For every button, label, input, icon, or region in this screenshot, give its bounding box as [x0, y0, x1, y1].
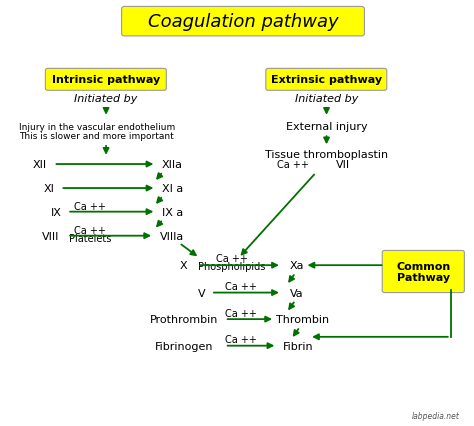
Text: XII: XII — [33, 160, 47, 170]
Text: Common
Pathway: Common Pathway — [396, 261, 450, 282]
Text: Fibrin: Fibrin — [283, 341, 313, 351]
Text: VIIIa: VIIIa — [160, 231, 184, 241]
Text: Initiated by: Initiated by — [74, 94, 138, 104]
Text: Ca ++: Ca ++ — [225, 334, 256, 345]
Text: Ca ++: Ca ++ — [277, 159, 309, 169]
Text: IX a: IX a — [162, 207, 183, 217]
FancyBboxPatch shape — [266, 69, 387, 91]
Text: Extrinsic pathway: Extrinsic pathway — [271, 75, 382, 85]
Text: XI: XI — [44, 184, 55, 193]
Text: Thrombin: Thrombin — [276, 314, 329, 324]
Text: Ca ++: Ca ++ — [225, 282, 256, 291]
FancyBboxPatch shape — [382, 251, 465, 293]
Text: Platelets: Platelets — [69, 233, 111, 243]
Text: XI a: XI a — [162, 184, 183, 193]
Text: Tissue thromboplastin: Tissue thromboplastin — [265, 150, 388, 160]
Text: This is slower and more important: This is slower and more important — [19, 132, 174, 141]
Text: VII: VII — [337, 159, 350, 169]
Text: Intrinsic pathway: Intrinsic pathway — [52, 75, 160, 85]
Text: Initiated by: Initiated by — [295, 94, 358, 104]
Text: V: V — [198, 288, 206, 298]
Text: Xa: Xa — [290, 261, 304, 271]
Text: Ca ++: Ca ++ — [74, 226, 106, 236]
Text: Ca ++: Ca ++ — [216, 253, 247, 263]
Text: XIIa: XIIa — [162, 160, 183, 170]
Text: Ca ++: Ca ++ — [74, 201, 106, 212]
Text: Phospholipids: Phospholipids — [198, 261, 265, 271]
Text: Fibrinogen: Fibrinogen — [155, 341, 213, 351]
Text: VIII: VIII — [42, 231, 59, 241]
Text: Ca ++: Ca ++ — [225, 308, 256, 318]
Text: External injury: External injury — [286, 122, 367, 132]
Text: Injury in the vascular endothelium: Injury in the vascular endothelium — [19, 122, 175, 131]
Text: Coagulation pathway: Coagulation pathway — [148, 13, 338, 31]
Text: X: X — [180, 261, 188, 271]
Text: Prothrombin: Prothrombin — [149, 314, 218, 324]
FancyBboxPatch shape — [122, 7, 365, 37]
Text: labpedia.net: labpedia.net — [412, 411, 460, 420]
Text: IX: IX — [50, 207, 61, 217]
FancyBboxPatch shape — [46, 69, 166, 91]
Text: Va: Va — [290, 288, 304, 298]
